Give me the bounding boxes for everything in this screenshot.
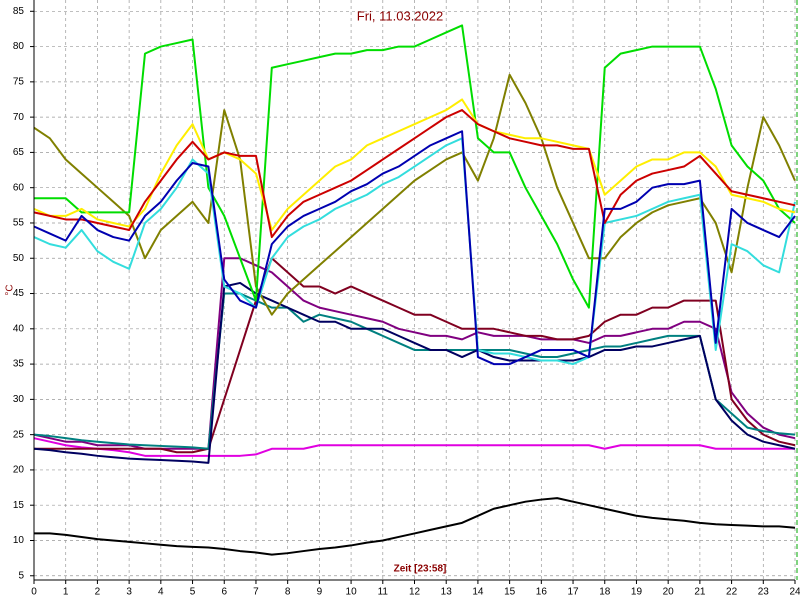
plot-area [33, 24, 796, 556]
x-tick-label: 23 [758, 587, 770, 598]
y-tick-label: 50 [13, 253, 25, 264]
y-tick-label: 60 [13, 182, 25, 193]
x-tick-label: 22 [726, 587, 738, 598]
y-axis-label: °C [5, 284, 16, 295]
y-tick-label: 40 [13, 323, 25, 334]
x-tick-label: 1 [63, 587, 69, 598]
series-line [33, 130, 796, 366]
x-tick-label: 4 [158, 587, 164, 598]
chart-title: Fri, 11.03.2022 [357, 8, 443, 23]
y-tick-label: 75 [13, 76, 25, 87]
x-tick-label: 16 [536, 587, 548, 598]
y-tick-label: 65 [13, 147, 25, 158]
y-tick-label: 5 [18, 570, 24, 581]
y-tick-label: 70 [13, 112, 25, 123]
series-line [34, 257, 796, 454]
series-line [33, 437, 795, 457]
series-line [33, 292, 796, 450]
x-tick-label: 15 [504, 587, 516, 598]
x-tick-label: 19 [631, 587, 643, 598]
x-tick-label: 2 [95, 587, 101, 598]
series-line [34, 24, 796, 309]
x-tick-label: 0 [31, 587, 37, 598]
y-tick-label: 55 [13, 218, 25, 229]
y-tick-label: 20 [13, 465, 25, 476]
x-tick-label: 17 [567, 587, 579, 598]
series-line [33, 73, 796, 316]
x-tick-label: 18 [599, 587, 611, 598]
x-tick-label: 8 [285, 587, 291, 598]
y-tick-label: 85 [13, 6, 25, 17]
series-line [33, 137, 796, 366]
x-tick-label: 24 [789, 587, 800, 598]
series-line [33, 109, 796, 239]
x-tick-label: 11 [378, 587, 389, 598]
y-tick-label: 25 [13, 429, 25, 440]
x-tick-label: 20 [663, 587, 675, 598]
x-tick-label: 21 [694, 587, 706, 598]
x-tick-label: 3 [126, 587, 132, 598]
y-tick-label: 15 [13, 500, 25, 511]
y-tick-label: 45 [13, 288, 25, 299]
x-tick-label: 7 [253, 587, 259, 598]
x-tick-label: 12 [409, 587, 421, 598]
x-tick-label: 5 [190, 587, 196, 598]
y-tick-label: 30 [13, 394, 25, 405]
series-line [33, 281, 796, 464]
x-axis-label: Zeit [23:58] [394, 564, 447, 575]
series-line [33, 98, 796, 232]
x-tick-label: 10 [346, 587, 358, 598]
series-line [34, 497, 796, 556]
x-tick-label: 14 [472, 587, 484, 598]
x-tick-label: 9 [317, 587, 323, 598]
x-tick-label: 13 [441, 587, 453, 598]
y-tick-label: 10 [13, 535, 25, 546]
y-tick-label: 35 [13, 359, 25, 370]
x-tick-label: 6 [221, 587, 227, 598]
y-tick-label: 80 [13, 41, 25, 52]
